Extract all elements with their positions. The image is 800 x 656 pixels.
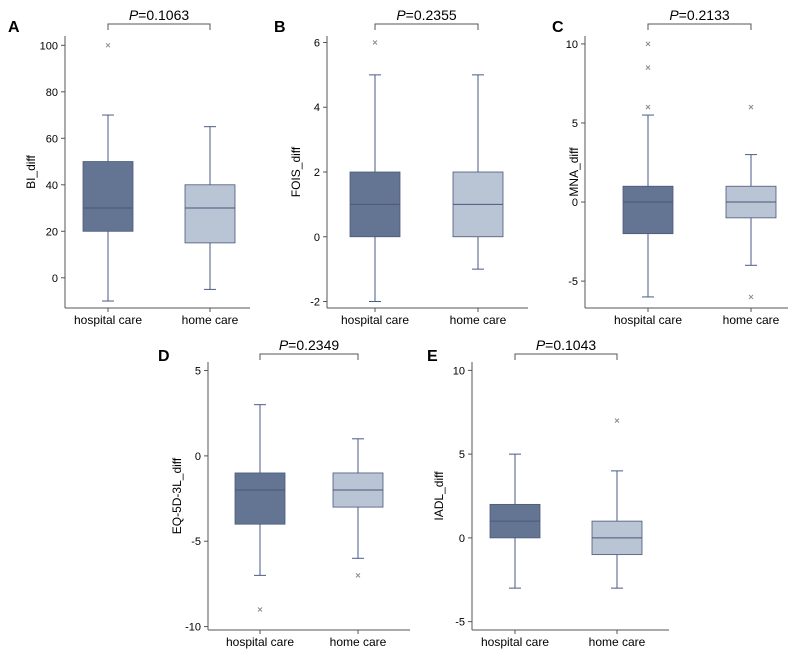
y-tick-label: 4 <box>314 102 320 114</box>
x-category-label: hospital care <box>614 313 682 327</box>
box-iqr <box>184 184 236 244</box>
significance-bracket <box>374 23 479 30</box>
p-symbol: P <box>396 7 406 23</box>
panel-B: B -2 0 2 4 6 FOIS_diff hospital care home care P=… <box>274 7 528 327</box>
x-category-label: hospital care <box>74 313 142 327</box>
y-axis-label: BI_diff <box>24 154 38 188</box>
y-tick-label: -10 <box>185 622 201 634</box>
panel-letter: B <box>274 19 286 36</box>
p-value: =0.2133 <box>679 7 730 23</box>
significance-bracket <box>647 23 752 30</box>
y-tick-label: 0 <box>314 232 320 244</box>
p-symbol: P <box>669 7 679 23</box>
p-symbol: P <box>279 337 289 353</box>
p-value-label: P=0.2133 <box>669 7 730 23</box>
y-tick-label: -5 <box>568 276 578 288</box>
p-value-label: P=0.1063 <box>129 7 190 23</box>
y-tick-label: 5 <box>572 118 578 130</box>
y-tick-label: -5 <box>191 536 201 548</box>
outlier-point <box>645 41 651 47</box>
outlier-point <box>614 418 620 423</box>
p-value-label: P=0.2355 <box>396 7 457 23</box>
p-value-label: P=0.1043 <box>536 337 597 353</box>
y-tick-label: 80 <box>46 87 58 99</box>
panel-letter: E <box>427 348 438 365</box>
y-tick-label: 10 <box>566 39 578 51</box>
p-value-label: P=0.2349 <box>279 337 340 353</box>
y-tick-label: -5 <box>455 617 465 629</box>
box-iqr <box>234 472 286 525</box>
y-axis-label: FOIS_diff <box>289 146 303 197</box>
significance-bracket <box>259 353 359 360</box>
y-tick-label: -2 <box>310 297 320 309</box>
x-category-label: hospital care <box>226 635 294 649</box>
p-value: =0.2349 <box>288 337 339 353</box>
y-tick-label: 5 <box>195 366 201 378</box>
x-category-label: hospital care <box>481 635 549 649</box>
box-iqr <box>622 185 674 235</box>
outlier-point <box>355 573 361 578</box>
y-tick-label: 0 <box>459 533 465 545</box>
panel-A: A 0 20 40 60 80 100 BI_diff hospital care home ca… <box>8 7 250 327</box>
y-tick-label: 0 <box>195 451 201 463</box>
x-category-label: home care <box>589 635 646 649</box>
p-value: =0.1043 <box>545 337 596 353</box>
panel-E: E -5 0 5 10 IADL_diff hospital care home care P=… <box>427 337 669 649</box>
p-value: =0.1063 <box>138 7 189 23</box>
panel-letter: A <box>8 19 20 36</box>
outlier-point <box>645 65 651 70</box>
significance-bracket <box>107 23 211 30</box>
x-category-label: home care <box>723 313 780 327</box>
y-tick-label: 60 <box>46 133 58 145</box>
outlier-point <box>105 42 111 48</box>
y-tick-label: 0 <box>52 273 58 285</box>
x-category-label: home care <box>330 635 387 649</box>
panel-letter: D <box>158 348 170 365</box>
y-tick-label: 6 <box>314 37 320 49</box>
y-tick-label: 10 <box>453 365 465 377</box>
x-category-label: home care <box>182 313 239 327</box>
y-tick-label: 0 <box>572 197 578 209</box>
y-tick-label: 2 <box>314 167 320 179</box>
x-category-label: home care <box>450 313 507 327</box>
y-tick-label: 100 <box>40 40 58 52</box>
y-tick-label: 20 <box>46 226 58 238</box>
significance-bracket <box>514 353 618 360</box>
outlier-point <box>372 40 378 45</box>
y-axis-label: EQ-5D-3L_diff <box>170 457 184 534</box>
panel-letter: C <box>552 19 564 36</box>
p-symbol: P <box>536 337 546 353</box>
box-iqr <box>82 161 134 232</box>
panel-D: D -10 -5 0 5 EQ-5D-3L_diff hospital care home c… <box>158 337 410 649</box>
outlier-point <box>645 104 651 110</box>
p-value: =0.2355 <box>406 7 457 23</box>
p-symbol: P <box>129 7 139 23</box>
x-category-label: hospital care <box>341 313 409 327</box>
outlier-point <box>748 294 754 300</box>
y-tick-label: 5 <box>459 449 465 461</box>
y-tick-label: 40 <box>46 180 58 192</box>
panel-C: C -5 0 5 10 MNA_diff hospital care home care P=0… <box>552 7 788 327</box>
y-axis-label: IADL_diff <box>432 471 446 521</box>
y-axis-label: MNA_diff <box>567 147 581 197</box>
outlier-point <box>257 607 263 612</box>
outlier-point <box>748 104 754 110</box>
